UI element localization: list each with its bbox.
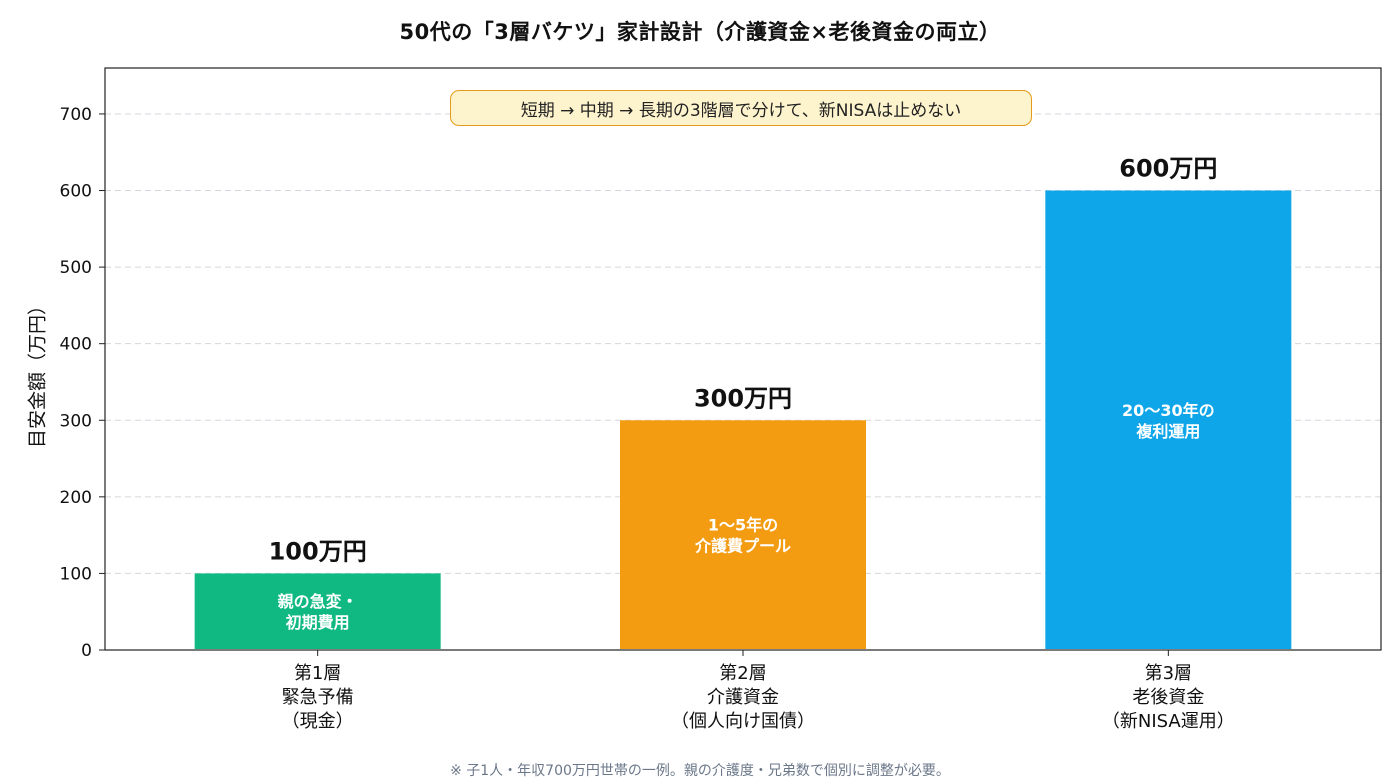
annotation-box: 短期 → 中期 → 長期の3階層で分けて、新NISAは止めない xyxy=(450,90,1032,126)
x-tick-label: 第3層 xyxy=(1145,663,1192,684)
y-tick-label: 400 xyxy=(60,335,92,355)
y-tick-label: 500 xyxy=(60,258,92,278)
bar xyxy=(1045,190,1292,650)
bar-value-label: 300万円 xyxy=(694,384,792,412)
y-tick-label: 0 xyxy=(81,641,92,661)
bar-inner-label: 20〜30年の xyxy=(1122,401,1215,420)
chart-title: 50代の「3層バケツ」家計設計（介護資金×老後資金の両立） xyxy=(399,20,1001,44)
bar xyxy=(620,420,866,649)
y-tick-label: 600 xyxy=(60,182,92,202)
x-tick-label: （新NISA運用） xyxy=(1102,711,1235,732)
bar-inner-label: 介護費プール xyxy=(694,537,791,556)
x-tick-label: （現金） xyxy=(282,711,354,732)
bar-value-label: 600万円 xyxy=(1119,155,1217,183)
y-tick-label: 200 xyxy=(60,488,92,508)
x-tick-label: 第2層 xyxy=(719,663,766,684)
bar-inner-label: 初期費用 xyxy=(286,613,350,632)
footnote: ※ 子1人・年収700万円世帯の一例。親の介護度・兄弟数で個別に調整が必要。 xyxy=(450,763,950,779)
bar-value-label: 100万円 xyxy=(269,537,367,565)
y-tick-label: 300 xyxy=(60,411,92,431)
bar xyxy=(194,573,441,649)
plot-frame xyxy=(104,67,1382,651)
x-tick-label: 老後資金 xyxy=(1132,687,1204,708)
bars xyxy=(194,190,1292,650)
bar-inner-label: 複利運用 xyxy=(1135,422,1200,441)
y-axis-label: 目安金額（万円） xyxy=(26,295,49,449)
x-tick-label: 第1層 xyxy=(294,663,341,684)
x-tick-label: 緊急予備 xyxy=(282,687,354,708)
y-tick-label: 700 xyxy=(60,105,92,125)
x-tick-label: 介護資金 xyxy=(707,687,779,708)
y-tick-label: 100 xyxy=(60,564,92,584)
x-tick-label: （個人向け国債） xyxy=(671,711,815,732)
bar-inner-label: 1〜5年の xyxy=(708,516,778,535)
bar-inner-label: 親の急変・ xyxy=(278,592,358,611)
